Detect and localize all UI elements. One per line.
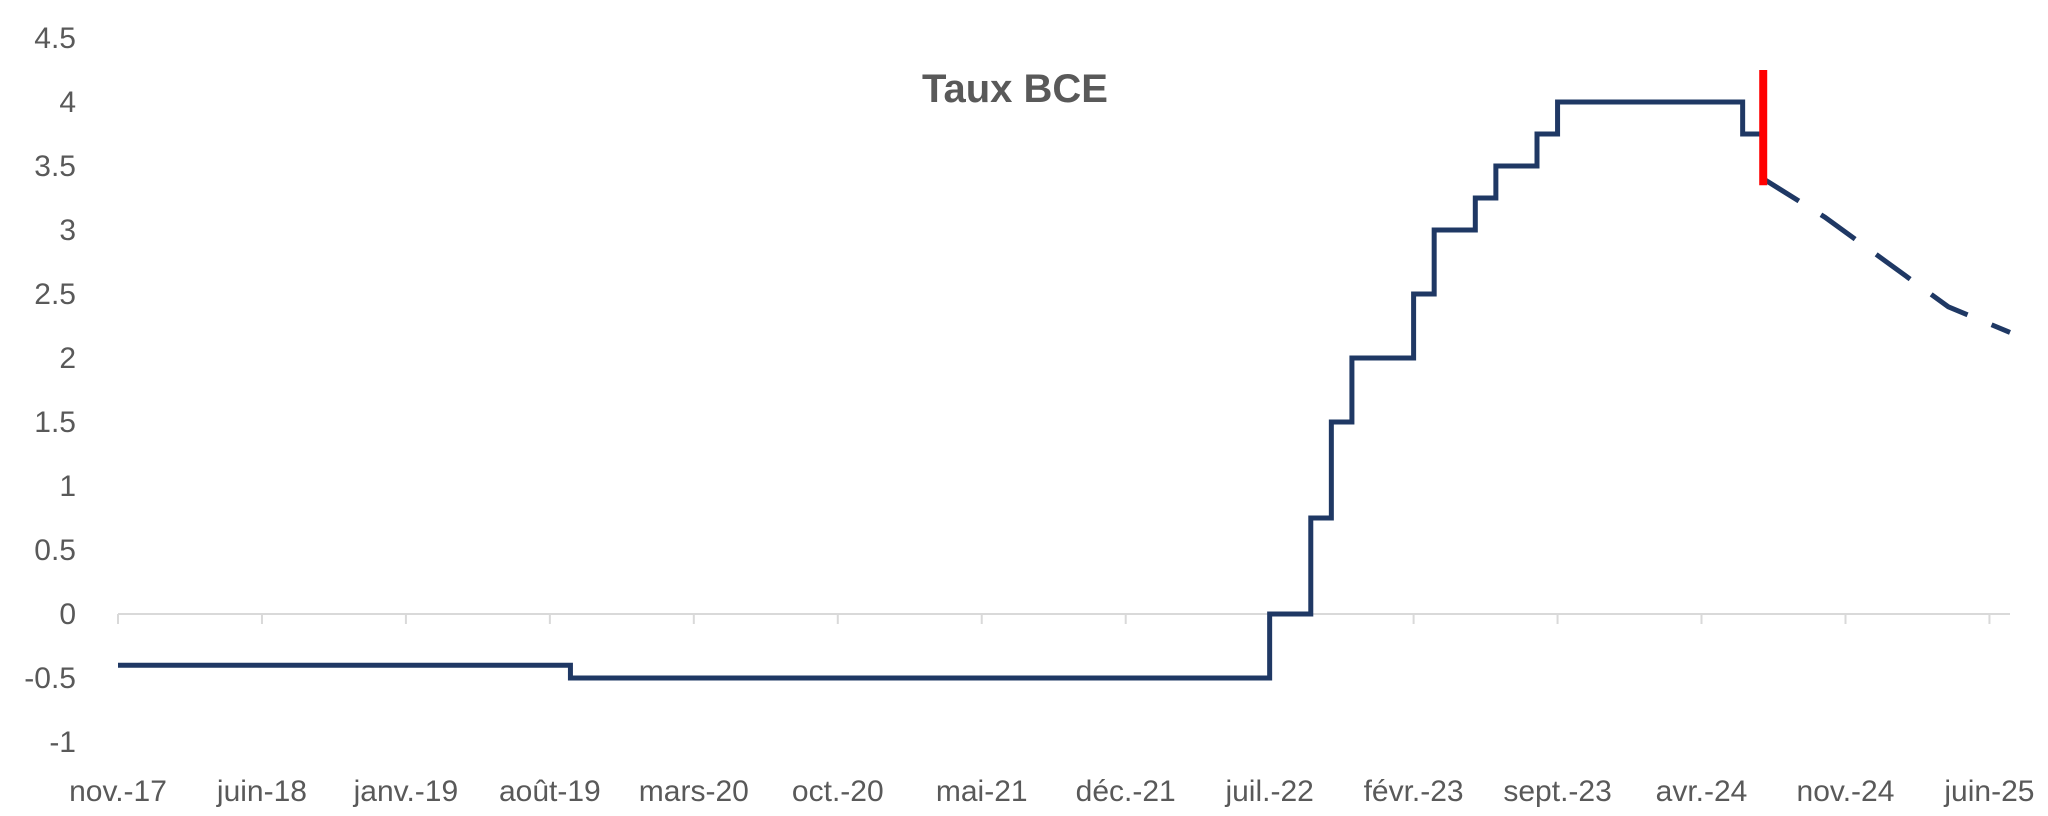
x-tick-label: oct.-20 xyxy=(792,775,884,808)
y-tick-label: 1 xyxy=(59,470,76,503)
x-tick-label: sept.-23 xyxy=(1503,775,1611,808)
x-tick-label: janv.-19 xyxy=(353,775,459,808)
y-tick-label: 3 xyxy=(59,214,76,247)
y-tick-label: 4.5 xyxy=(34,22,76,55)
x-tick-label: févr.-23 xyxy=(1364,775,1464,808)
series-group xyxy=(118,99,2011,681)
y-tick-label: 0.5 xyxy=(34,534,76,567)
y-tick-label: 4 xyxy=(59,86,76,119)
y-tick-label: -1 xyxy=(49,726,76,759)
y-axis-ticks: 4.5 4 3.5 3 2.5 2 1.5 1 0.5 0 -0.5 -1 xyxy=(24,22,76,759)
x-axis-ticks: nov.-17 juin-18 janv.-19 août-19 mars-20 oct.… xyxy=(69,775,2034,808)
y-tick-label: 1.5 xyxy=(34,406,76,439)
y-tick-label: 0 xyxy=(59,598,76,631)
x-tick-label: nov.-24 xyxy=(1797,775,1895,808)
y-tick-label: -0.5 xyxy=(24,662,76,695)
x-tick-label: juin-18 xyxy=(216,775,307,808)
series-line-forecast xyxy=(1761,176,2011,335)
x-tick-label: avr.-24 xyxy=(1656,775,1748,808)
x-tick-label: déc.-21 xyxy=(1076,775,1176,808)
y-tick-label: 2 xyxy=(59,342,76,375)
y-tick-label: 2.5 xyxy=(34,278,76,311)
chart-title: Taux BCE xyxy=(922,67,1108,111)
y-tick-label: 3.5 xyxy=(34,150,76,183)
x-tick-label: nov.-17 xyxy=(69,775,167,808)
x-tick-label: mars-20 xyxy=(639,775,749,808)
x-tick-label: mai-21 xyxy=(936,775,1028,808)
x-axis xyxy=(117,613,2010,624)
series-line-actual xyxy=(118,99,1764,681)
x-tick-label: juil.-22 xyxy=(1224,775,1313,808)
x-tick-label: juin-25 xyxy=(1943,775,2034,808)
x-tick-label: août-19 xyxy=(499,775,601,808)
